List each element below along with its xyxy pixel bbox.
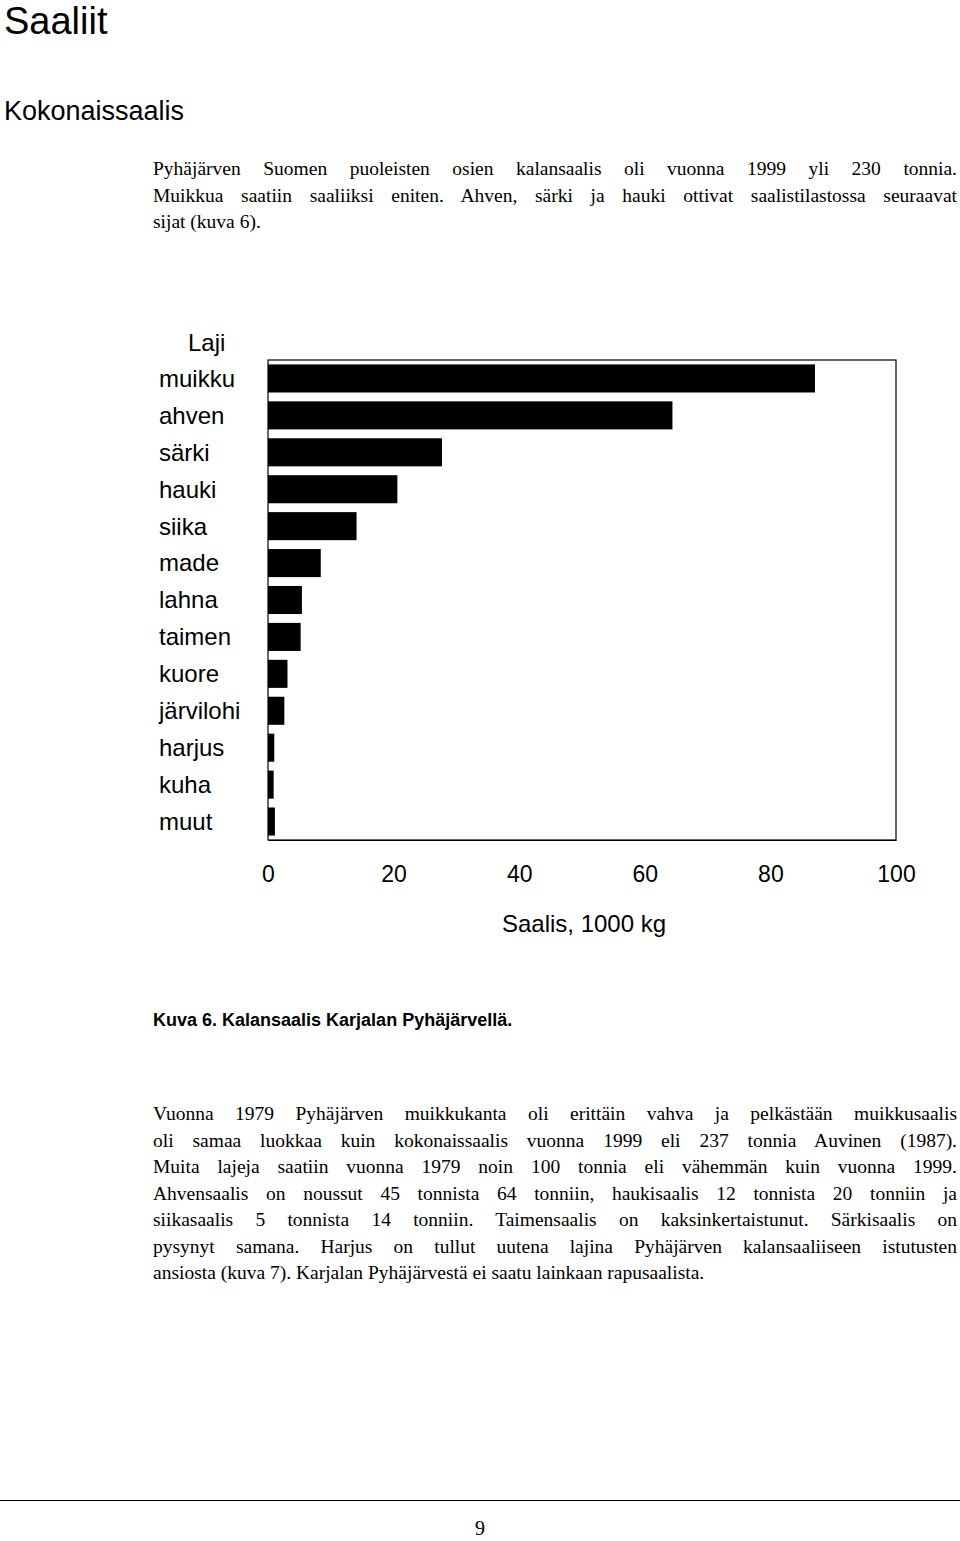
bar (268, 771, 274, 799)
chart: 0 20 40 60 80 100 muikku ahven särki hauki siika ma… (0, 320, 960, 960)
category-label: hauki (159, 476, 216, 503)
page-number: 9 (0, 1517, 960, 1540)
text-line: ansiosta (kuva 7). Karjalan Pyhäjärvestä… (153, 1260, 957, 1287)
bar (268, 586, 302, 614)
text-line: Pyhäjärven Suomen puoleisten osien kalan… (153, 156, 957, 183)
text-line: Ahvensaalis on noussut 45 tonnista 64 to… (153, 1181, 957, 1208)
category-label: lahna (159, 586, 218, 613)
text-line: Vuonna 1979 Pyhäjärven muikkukanta oli e… (153, 1101, 957, 1128)
tick-label: 0 (262, 861, 275, 887)
figure-caption: Kuva 6. Kalansaalis Karjalan Pyhäjärvell… (153, 1010, 512, 1031)
paragraph: Pyhäjärven Suomen puoleisten osien kalan… (153, 156, 957, 236)
category-label: kuore (159, 660, 219, 687)
tick-label: 80 (758, 861, 784, 887)
page: Saaliit Kokonaissaalis Pyhäjärven Suomen p… (0, 0, 960, 1541)
bar (268, 734, 274, 762)
bar (268, 623, 301, 651)
plot-frame (268, 360, 896, 840)
footer-rule (0, 1500, 960, 1501)
y-axis-title: Laji (188, 329, 225, 356)
page-title: Saaliit (4, 0, 108, 43)
text-line: Muikkua saatiin saaliiksi eniten. Ahven,… (153, 183, 957, 210)
bar (268, 364, 815, 392)
tick: 0 (262, 840, 275, 887)
text-line: siikasaalis 5 tonnista 14 tonniin. Taime… (153, 1207, 957, 1234)
bars (268, 364, 815, 835)
tick: 40 (507, 840, 533, 887)
x-axis-title: Saalis, 1000 kg (502, 910, 666, 937)
category-label: järvilohi (158, 697, 240, 724)
tick: 60 (633, 840, 659, 887)
tick: 100 (877, 840, 915, 887)
category-label: taimen (159, 623, 231, 650)
bar (268, 475, 397, 503)
tick-label: 60 (633, 861, 659, 887)
category-label: ahven (159, 402, 224, 429)
category-label: kuha (159, 771, 212, 798)
bar (268, 660, 287, 688)
tick: 20 (381, 840, 407, 887)
tick: 80 (758, 840, 784, 887)
paragraph: Vuonna 1979 Pyhäjärven muikkukanta oli e… (153, 1101, 957, 1287)
section-title: Kokonaissaalis (4, 96, 184, 127)
tick-label: 40 (507, 861, 533, 887)
bar (268, 512, 357, 540)
text-line: sijat (kuva 6). (153, 209, 957, 236)
bar (268, 549, 321, 577)
tick-label: 20 (381, 861, 407, 887)
category-label: särki (159, 439, 210, 466)
category-label: siika (159, 513, 208, 540)
category-label: muikku (159, 365, 235, 392)
category-label: muut (159, 808, 213, 835)
bar (268, 808, 275, 836)
x-axis: 0 20 40 60 80 100 (262, 840, 916, 887)
text-line: oli samaa luokkaa kuin kokonaissaalis vu… (153, 1128, 957, 1155)
text-line: pysynyt samana. Harjus on tullut uutena … (153, 1234, 957, 1261)
bar (268, 438, 442, 466)
bar (268, 401, 672, 429)
category-label: harjus (159, 734, 224, 761)
category-labels: muikku ahven särki hauki siika made lahna taime… (158, 365, 240, 835)
category-label: made (159, 549, 219, 576)
text-line: Muita lajeja saatiin vuonna 1979 noin 10… (153, 1154, 957, 1181)
tick-label: 100 (877, 861, 915, 887)
bar (268, 697, 284, 725)
axis-line (269, 840, 897, 841)
